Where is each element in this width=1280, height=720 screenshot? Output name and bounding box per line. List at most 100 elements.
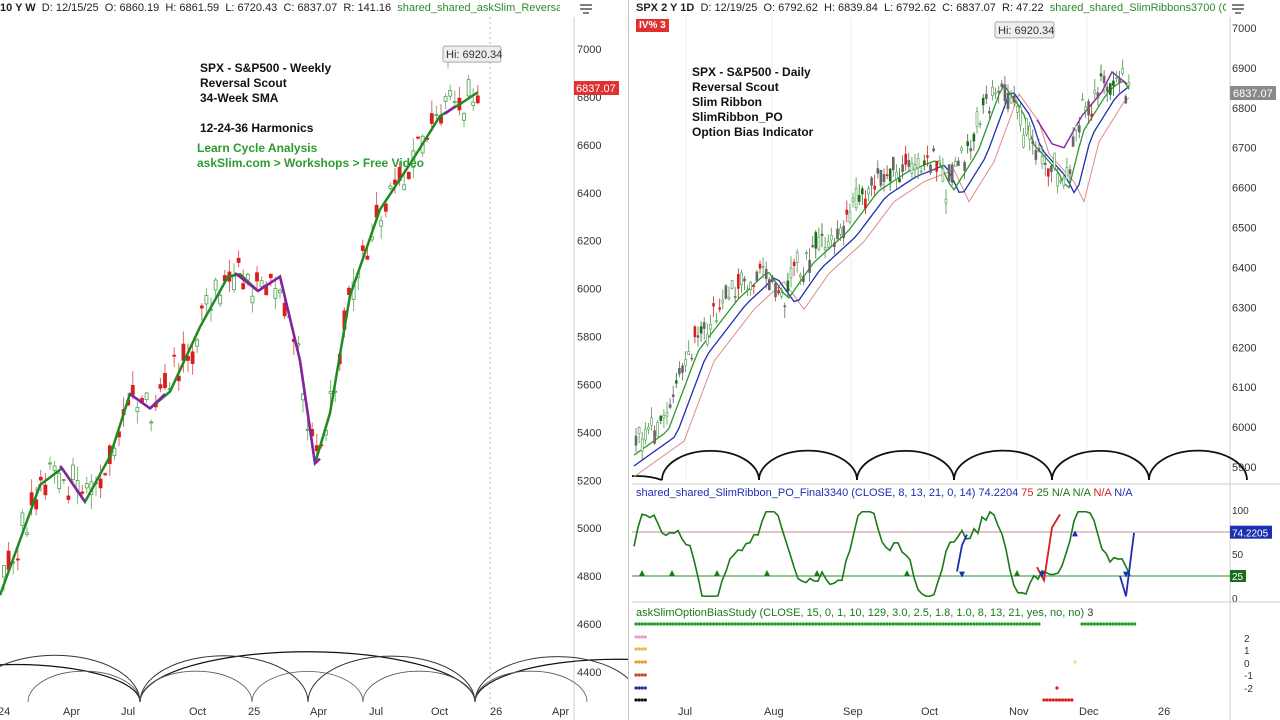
study-label[interactable]: shared_shared_askSlim_Reversal... <box>397 2 560 14</box>
candle-body <box>388 185 393 189</box>
candle-body <box>462 112 466 121</box>
candle-body <box>135 407 140 413</box>
candle-body <box>755 271 759 281</box>
bias-dot-red <box>1064 698 1068 702</box>
candle-body <box>665 412 669 417</box>
open-label: O: 6792.62 <box>763 2 818 14</box>
study-label[interactable]: shared_shared_SlimRibbons3700 (CLOSE,... <box>1049 2 1226 14</box>
daily-price-chart[interactable]: 7000 6900 6800 6700 6600 6500 6400 6300 6200 6100… <box>632 17 1280 720</box>
candle-body <box>802 276 805 283</box>
oscillator-signal-arrow <box>1123 571 1129 578</box>
candle-body <box>712 303 715 307</box>
candle-body <box>854 188 858 209</box>
low-label: L: 6720.43 <box>225 2 278 14</box>
x-axis-tick-label: 26 <box>490 706 502 718</box>
bias-dot-green <box>665 622 669 626</box>
bias-dot-green <box>1133 622 1137 626</box>
oscillator-signal-arrow <box>1014 570 1020 576</box>
bias-dot-green <box>832 622 836 626</box>
bias-dot-green <box>966 622 970 626</box>
x-axis-tick-label: Aug <box>764 706 784 718</box>
candle-body <box>1068 169 1072 175</box>
bias-dot-green <box>761 622 765 626</box>
oscillator-signal-arrow <box>639 570 645 576</box>
daily-chart-header: SPX 2 Y 1D D: 12/19/25 O: 6792.62 H: 683… <box>636 0 1226 17</box>
candle-body <box>634 435 638 446</box>
hi-label-box <box>994 21 1055 39</box>
bias-dot-colored <box>634 698 638 702</box>
bias-dot-green <box>668 622 672 626</box>
candle-body <box>25 532 29 535</box>
candle-body <box>668 404 672 408</box>
collapse-icon[interactable] <box>1230 2 1246 16</box>
weekly-price-chart[interactable]: 7000680066006400620060005800560054005200… <box>0 17 628 720</box>
candle-body <box>674 380 678 384</box>
candle-body <box>681 365 684 373</box>
chart-note-line: SlimRibbon_PO <box>692 110 783 124</box>
daily-chart-panel[interactable]: SPX 2 Y 1D D: 12/19/25 O: 6792.62 H: 683… <box>632 0 1280 720</box>
y-axis-tick-label: 6300 <box>1232 302 1256 314</box>
candle-body <box>746 289 749 291</box>
candle-body <box>653 430 656 444</box>
candle-body <box>690 357 694 360</box>
candle-body <box>1050 165 1053 173</box>
bias-dot-green <box>907 622 911 626</box>
y-axis-tick-label: 6500 <box>1232 223 1256 235</box>
bias-dot-green <box>932 622 936 626</box>
bias-dot-green <box>752 622 756 626</box>
bias-dot-green <box>1102 622 1106 626</box>
candle-body <box>255 272 259 282</box>
candle-body <box>1115 77 1118 79</box>
bias-dot-green <box>739 622 743 626</box>
candle-body <box>1096 92 1100 99</box>
oscillator-title-part: 25 <box>1037 487 1052 499</box>
oscillator-y-tick: 50 <box>1232 550 1244 561</box>
y-axis-tick-label: 5800 <box>577 332 601 344</box>
oscillator-red-segment <box>1036 513 1061 584</box>
bias-dot-green <box>820 622 824 626</box>
oscillator-title-part: shared_shared_SlimRibbon_PO_Final3340 (C… <box>636 487 978 499</box>
candle-body <box>637 427 641 434</box>
bias-dot-green <box>941 622 945 626</box>
bias-dot-green <box>718 622 722 626</box>
bias-dot-yellow <box>1073 660 1077 664</box>
cycle-arc <box>632 475 663 481</box>
bias-dot-green <box>640 622 644 626</box>
candle-body <box>1112 80 1115 86</box>
bias-dot-colored <box>643 647 647 651</box>
candle-body <box>867 188 870 195</box>
bias-dot-green <box>1015 622 1019 626</box>
chart-note-line: Reversal Scout <box>200 76 287 90</box>
hi-label: Hi: 6920.34 <box>446 49 502 61</box>
candle-body <box>1081 98 1084 101</box>
candle-body <box>730 280 734 289</box>
bias-dot-green <box>835 622 840 626</box>
x-axis-tick-label: Apr <box>63 706 80 718</box>
candle-body <box>910 162 914 174</box>
candle-body <box>795 252 799 263</box>
oscillator-value-label: 74.2205 <box>1232 529 1269 540</box>
x-axis-tick-label: Jul <box>678 706 692 718</box>
bias-dot-red <box>1057 698 1062 702</box>
bias-dot-green <box>888 622 892 626</box>
candle-body <box>944 198 948 204</box>
open-label: O: 6860.19 <box>104 2 160 14</box>
bias-dot-green <box>742 622 747 626</box>
symbol-label[interactable]: 10 Y W <box>0 2 36 14</box>
bias-dot-green <box>814 622 818 626</box>
bias-dot-green <box>1099 622 1103 626</box>
bias-dot-green <box>1120 622 1124 626</box>
weekly-chart-panel[interactable]: 10 Y W D: 12/15/25 O: 6860.19 H: 6861.59… <box>0 0 629 720</box>
oscillator-title-part: N/A <box>1073 487 1094 499</box>
candle-body <box>947 164 951 182</box>
oscillator-line <box>633 510 1131 598</box>
candle-body <box>149 421 154 424</box>
candle-body <box>218 294 223 305</box>
y-axis-tick-label: 6700 <box>1232 143 1256 155</box>
symbol-label[interactable]: SPX 2 Y 1D <box>636 2 695 14</box>
collapse-icon[interactable] <box>578 2 594 16</box>
chart-note-line: Option Bias Indicator <box>692 125 814 139</box>
bias-dot-green <box>990 622 995 626</box>
bias-dot-green <box>959 622 964 626</box>
bias-dot-green <box>680 622 685 626</box>
